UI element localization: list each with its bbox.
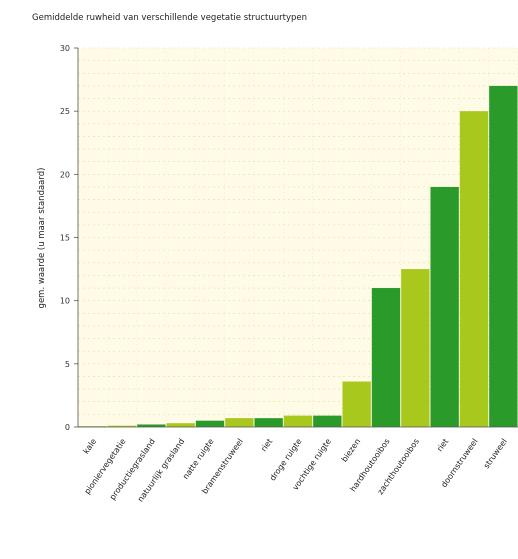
x-tick-label: kale (81, 437, 98, 456)
x-tick-label: riet (435, 437, 450, 453)
bar (431, 187, 459, 427)
chart-title: Gemiddelde ruwheid van verschillende veg… (32, 13, 307, 23)
bar (225, 418, 253, 427)
y-ticks: 0 5 10 15 20 25 30 (60, 44, 78, 432)
bar (460, 111, 488, 427)
x-tick-label: riet (259, 437, 274, 453)
bar (284, 416, 312, 427)
bar (167, 423, 195, 427)
x-tick-label: struweel (482, 437, 509, 470)
y-tick-label: 20 (60, 170, 70, 179)
y-tick-label: 5 (65, 360, 70, 369)
bar (343, 382, 371, 427)
y-tick-label: 25 (60, 107, 70, 116)
x-tick-label: biezen (340, 437, 363, 464)
y-axis-label: gem. waarde (u maar standaard) (37, 168, 47, 309)
y-tick-label: 10 (60, 297, 70, 306)
bar (372, 288, 400, 427)
bar (196, 421, 224, 427)
bar (401, 269, 429, 427)
x-tick-labels: kalepioniervegetatieproductiegraslandnat… (81, 437, 509, 504)
bar (255, 418, 283, 427)
y-tick-label: 30 (60, 44, 70, 53)
bar (489, 86, 517, 427)
y-tick-label: 0 (65, 423, 70, 432)
y-tick-label: 15 (60, 234, 70, 243)
bar (313, 416, 341, 427)
